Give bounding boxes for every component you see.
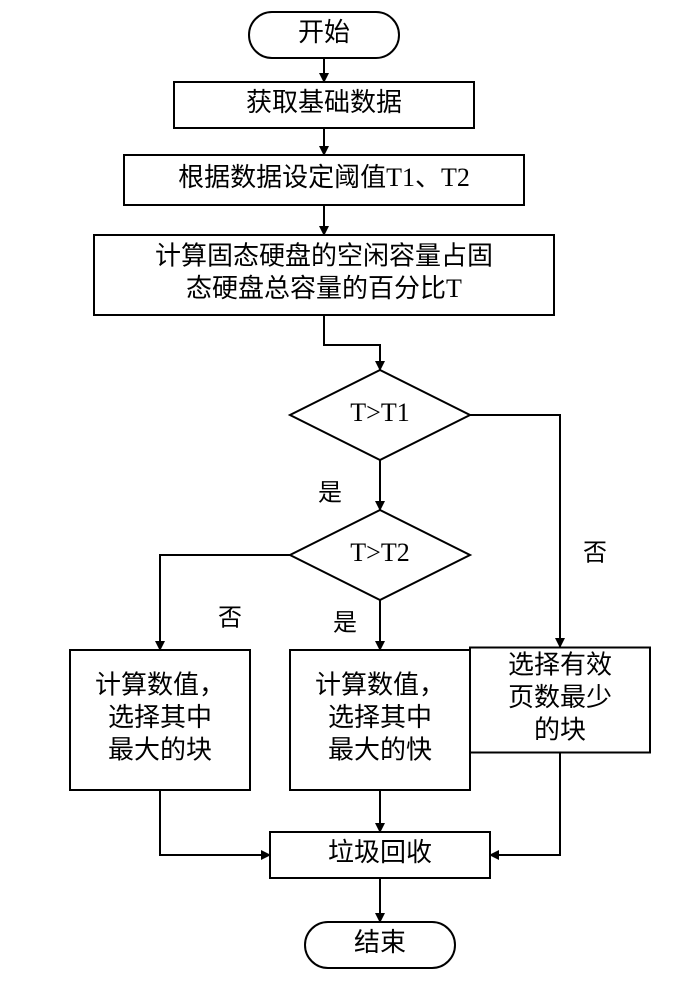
node-text: 开始 xyxy=(298,18,350,47)
edge-label: 否 xyxy=(218,606,242,632)
node-text: 计算固态硬盘的空闲容量占固 xyxy=(155,242,493,271)
flowchart-svg: 是否否是开始获取基础数据根据数据设定阈值T1、T2计算固态硬盘的空闲容量占固态硬… xyxy=(0,0,678,1000)
edge-label: 是 xyxy=(318,481,342,507)
node-text: T>T1 xyxy=(350,398,409,427)
node-text: T>T2 xyxy=(350,538,409,567)
node-text: 选择有效 xyxy=(508,650,612,679)
node-text: 选择其中 xyxy=(108,703,212,732)
node-text: 根据数据设定阈值T1、T2 xyxy=(178,163,470,192)
edge xyxy=(160,790,270,855)
node-gc: 垃圾回收 xyxy=(270,832,490,878)
edge xyxy=(160,555,290,650)
node-text: 最大的块 xyxy=(108,735,212,764)
node-leaf_left: 计算数值， 选择其中最大的块 xyxy=(70,650,250,790)
node-start: 开始 xyxy=(249,12,399,58)
node-leaf_right: 选择有效页数最少的块 xyxy=(470,648,650,753)
node-text: 的块 xyxy=(534,715,586,744)
node-cmp2: T>T2 xyxy=(290,510,470,600)
node-calc_pct: 计算固态硬盘的空闲容量占固态硬盘总容量的百分比T xyxy=(94,235,554,315)
node-text: 获取基础数据 xyxy=(246,88,402,117)
node-set_thresh: 根据数据设定阈值T1、T2 xyxy=(124,155,524,205)
node-get_data: 获取基础数据 xyxy=(174,82,474,128)
node-text: 选择其中 xyxy=(328,703,432,732)
node-text: 计算数值， xyxy=(315,670,445,699)
node-end: 结束 xyxy=(305,922,455,968)
node-text: 最大的快 xyxy=(328,735,432,764)
edge xyxy=(470,415,560,647)
node-leaf_mid: 计算数值， 选择其中最大的快 xyxy=(290,650,470,790)
node-text: 结束 xyxy=(354,928,406,957)
node-text: 计算数值， xyxy=(95,670,225,699)
flowchart-container: 是否否是开始获取基础数据根据数据设定阈值T1、T2计算固态硬盘的空闲容量占固态硬… xyxy=(0,0,678,1000)
node-cmp1: T>T1 xyxy=(290,370,470,460)
node-text: 页数最少 xyxy=(508,683,612,712)
edge xyxy=(324,315,380,370)
edge-label: 是 xyxy=(333,611,357,637)
node-text: 垃圾回收 xyxy=(328,838,432,867)
edge xyxy=(490,753,560,855)
node-text: 态硬盘总容量的百分比T xyxy=(186,274,462,303)
edge-label: 否 xyxy=(583,541,607,567)
